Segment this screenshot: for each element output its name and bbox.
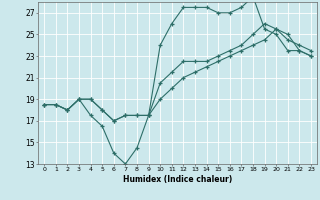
X-axis label: Humidex (Indice chaleur): Humidex (Indice chaleur) xyxy=(123,175,232,184)
